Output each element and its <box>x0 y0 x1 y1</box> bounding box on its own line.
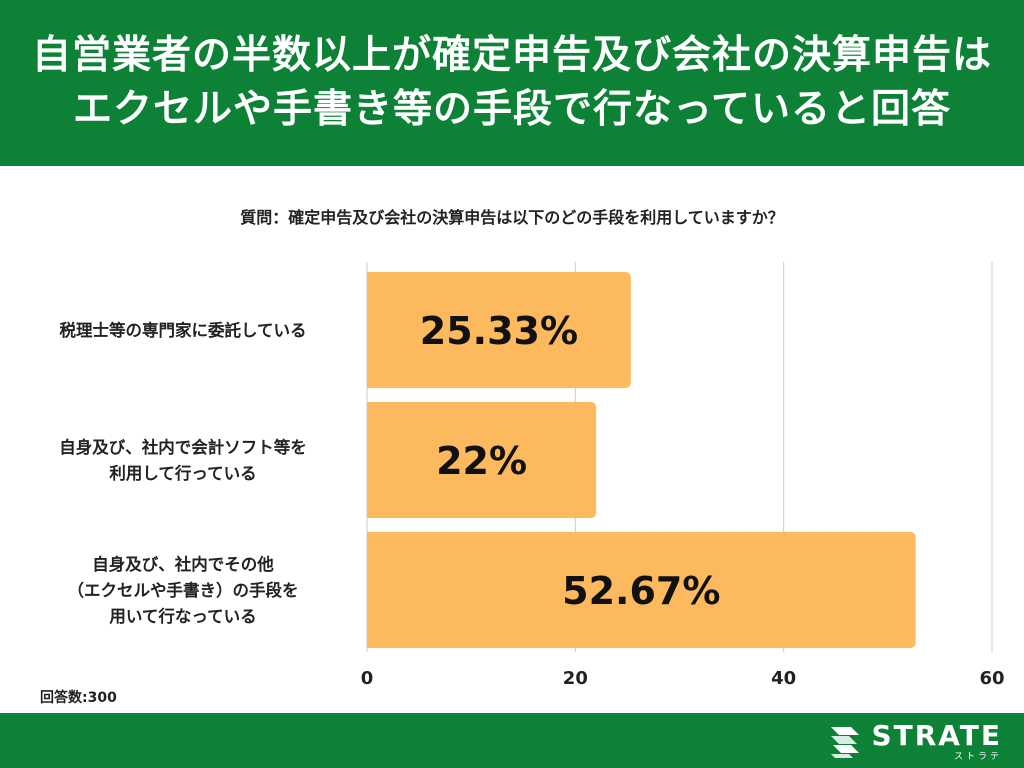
bar-1 <box>367 272 631 388</box>
bar-2 <box>367 402 597 518</box>
category-label-2-line-2: 利用して行っている <box>109 463 256 483</box>
x-tick-label-0: 0 <box>361 668 374 689</box>
category-label-3-line-1: 自身及び、社内でその他 <box>92 554 274 574</box>
strate-logo-icon <box>831 726 860 758</box>
category-label-3-line-2: （エクセルや手書き）の手段を <box>68 580 299 600</box>
logo-name: STRATE <box>871 719 1002 752</box>
footer-bar: STRATE ストラテ <box>0 713 1024 768</box>
data-label-3: 52.67% <box>562 569 720 613</box>
question-text: 質問：確定申告及び会社の決算申告は以下のどの手段を利用していますか？ <box>240 208 784 227</box>
x-tick-label-20: 20 <box>563 668 588 689</box>
category-label-3-line-3: 用いて行なっている <box>109 606 256 626</box>
title-line-2: エクセルや手書き等の手段で行なっていると回答 <box>72 87 952 132</box>
x-tick-label-60: 60 <box>979 668 1004 689</box>
category-label-1-line-1: 税理士等の専門家に委託している <box>59 320 306 340</box>
bar-3 <box>367 532 916 648</box>
strate-logo: STRATE ストラテ <box>827 721 1002 762</box>
response-count-note: 回答数:300 <box>40 690 117 706</box>
bar-chart: 25.33% 税理士等の専門家に委託している 22% 自身及び、社内で会計ソフト等を利… <box>59 262 1005 689</box>
data-label-2: 22% <box>436 439 527 483</box>
data-label-1: 25.33% <box>420 309 578 353</box>
header-banner: 自営業者の半数以上が確定申告及び会社の決算申告は エクセルや手書き等の手段で行な… <box>0 0 1024 166</box>
logo-subtitle: ストラテ <box>953 752 1002 762</box>
title-line-1: 自営業者の半数以上が確定申告及び会社の決算申告は <box>31 33 992 78</box>
x-tick-label-40: 40 <box>771 668 796 689</box>
category-label-2-line-1: 自身及び、社内で会計ソフト等を <box>59 437 307 457</box>
